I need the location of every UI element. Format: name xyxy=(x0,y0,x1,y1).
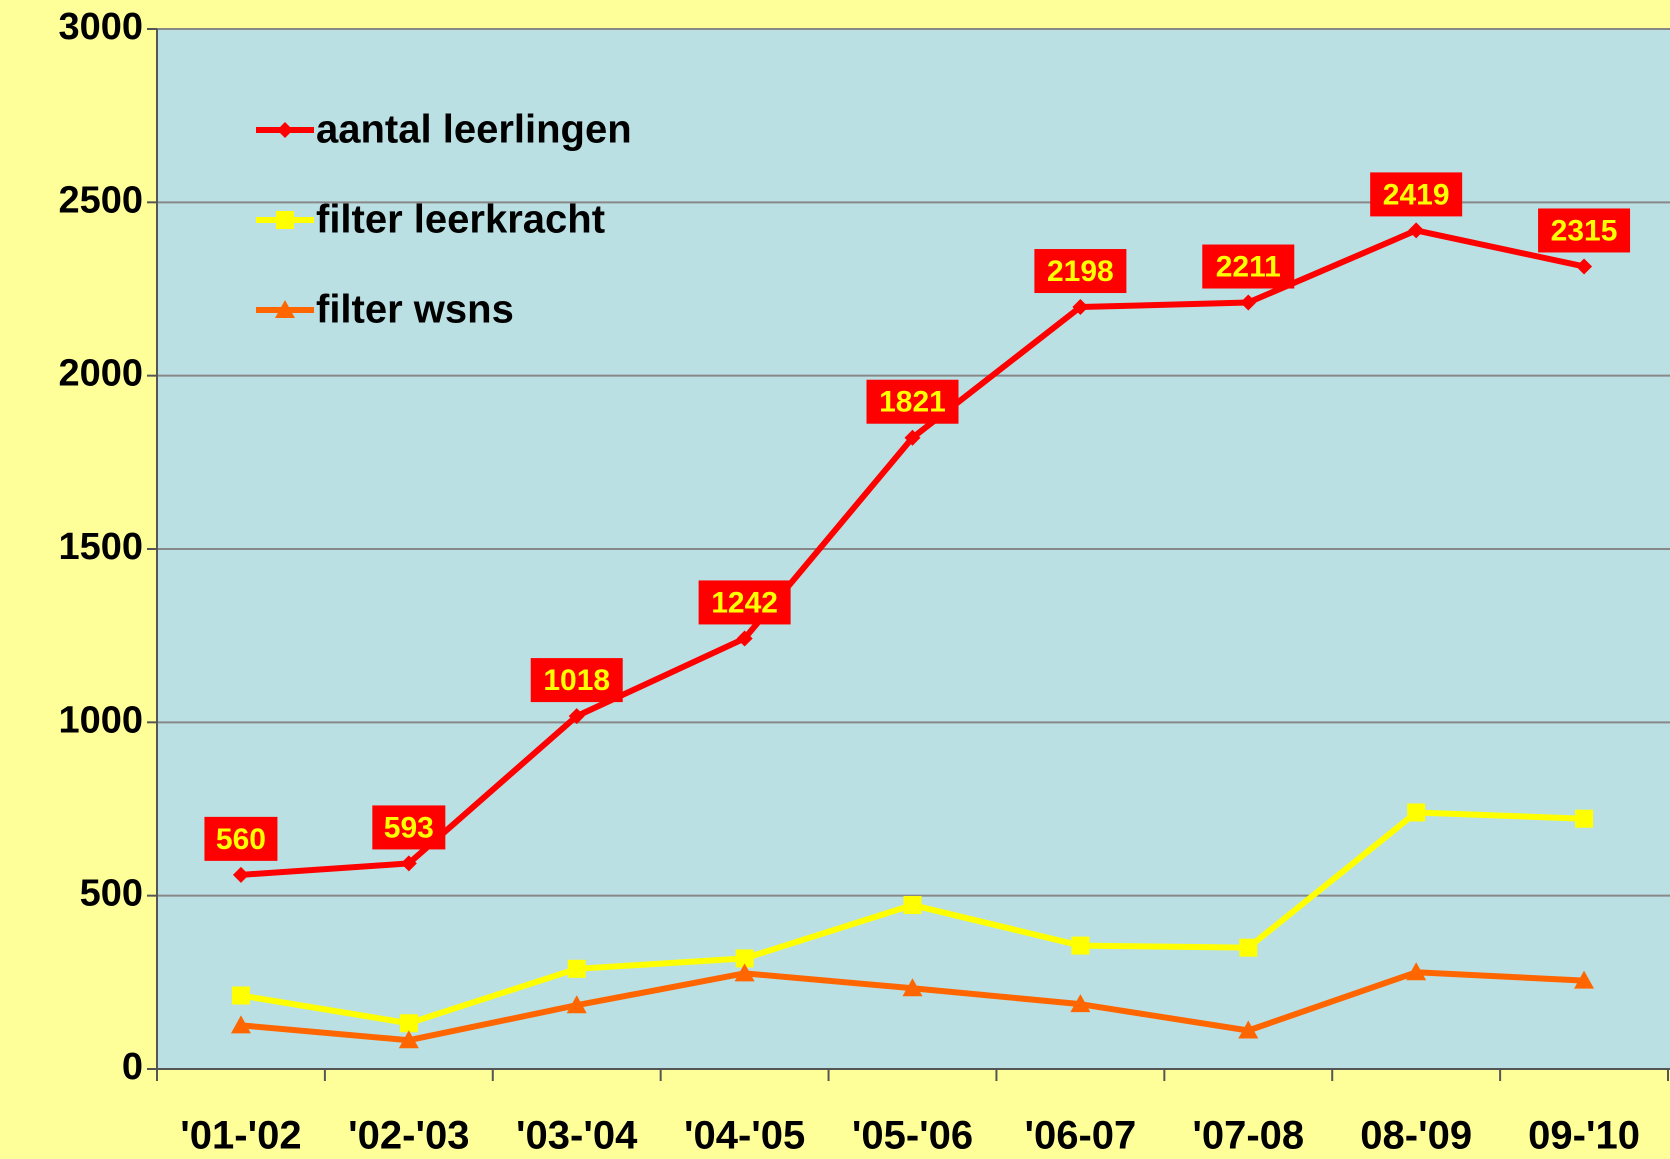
marker xyxy=(734,963,755,982)
marker xyxy=(232,866,249,883)
y-tick-label: 1000 xyxy=(58,699,143,741)
y-tick-label: 1500 xyxy=(58,526,143,568)
x-tick-label: '01-'02 xyxy=(180,1114,301,1158)
marker xyxy=(1574,970,1595,989)
data-label-box xyxy=(1538,208,1631,253)
marker xyxy=(275,300,295,318)
marker xyxy=(1408,222,1425,239)
data-label-text: 2315 xyxy=(1551,214,1618,247)
x-tick-label: '05-'06 xyxy=(852,1114,973,1158)
data-label-text: 593 xyxy=(384,811,434,844)
data-label-text: 1242 xyxy=(711,586,778,619)
marker xyxy=(1070,994,1091,1013)
data-label: 1242 xyxy=(698,580,791,625)
marker xyxy=(902,978,923,997)
marker xyxy=(398,1030,419,1049)
data-label: 2198 xyxy=(1034,249,1127,294)
data-label-box xyxy=(530,658,623,703)
y-tick-label: 2500 xyxy=(58,179,143,221)
marker xyxy=(1239,938,1258,957)
data-label: 2419 xyxy=(1370,172,1463,217)
data-label-box xyxy=(866,379,959,424)
x-tick-label: '06-07 xyxy=(1024,1114,1136,1158)
marker xyxy=(276,211,294,229)
legend-label: aantal leerlingen xyxy=(316,108,632,152)
marker xyxy=(903,896,922,915)
data-label-text: 1821 xyxy=(879,386,946,419)
data-label-text: 2198 xyxy=(1047,255,1114,288)
y-tick-label: 500 xyxy=(80,873,143,915)
marker xyxy=(230,1015,251,1034)
y-tick-label: 3000 xyxy=(58,6,143,48)
data-label-box xyxy=(1202,244,1295,289)
x-tick-label: 09-'10 xyxy=(1528,1114,1640,1158)
marker xyxy=(400,855,417,872)
x-tick-label: '04-'05 xyxy=(684,1114,805,1158)
marker xyxy=(1238,1020,1259,1039)
data-label-text: 2211 xyxy=(1216,250,1281,283)
data-label-box xyxy=(372,805,446,850)
data-label-box xyxy=(204,816,278,861)
legend-label: filter wsns xyxy=(316,288,514,332)
marker xyxy=(567,959,586,978)
marker xyxy=(1072,299,1089,316)
data-label-text: 2419 xyxy=(1383,178,1450,211)
data-label: 560 xyxy=(204,816,278,861)
marker xyxy=(1407,803,1426,822)
y-tick-label: 0 xyxy=(122,1046,143,1088)
marker xyxy=(1071,936,1090,955)
data-label: 1821 xyxy=(866,379,959,424)
data-label-text: 1018 xyxy=(543,664,610,697)
x-tick-label: '07-08 xyxy=(1192,1114,1304,1158)
marker xyxy=(735,949,754,968)
marker xyxy=(566,995,587,1014)
x-tick-label: '02-'03 xyxy=(348,1114,469,1158)
data-label-text: 560 xyxy=(216,823,266,856)
data-label: 1018 xyxy=(530,658,623,703)
marker xyxy=(399,1014,418,1033)
x-tick-label: 08-'09 xyxy=(1360,1114,1472,1158)
marker xyxy=(736,630,753,647)
marker xyxy=(1576,258,1593,275)
data-label-box xyxy=(1034,249,1127,294)
marker xyxy=(1406,962,1427,981)
data-label-box xyxy=(1370,172,1463,217)
data-label: 2315 xyxy=(1538,208,1631,253)
data-label: 2211 xyxy=(1202,244,1295,289)
marker xyxy=(277,122,293,138)
data-label: 593 xyxy=(372,805,446,850)
marker xyxy=(904,429,921,446)
marker xyxy=(568,708,585,725)
marker xyxy=(1575,809,1594,828)
data-label-box xyxy=(698,580,791,625)
x-tick-label: '03-'04 xyxy=(516,1114,638,1158)
y-tick-label: 2000 xyxy=(58,353,143,395)
marker xyxy=(1240,294,1257,311)
legend-label: filter leerkracht xyxy=(316,198,605,242)
marker xyxy=(231,986,250,1005)
